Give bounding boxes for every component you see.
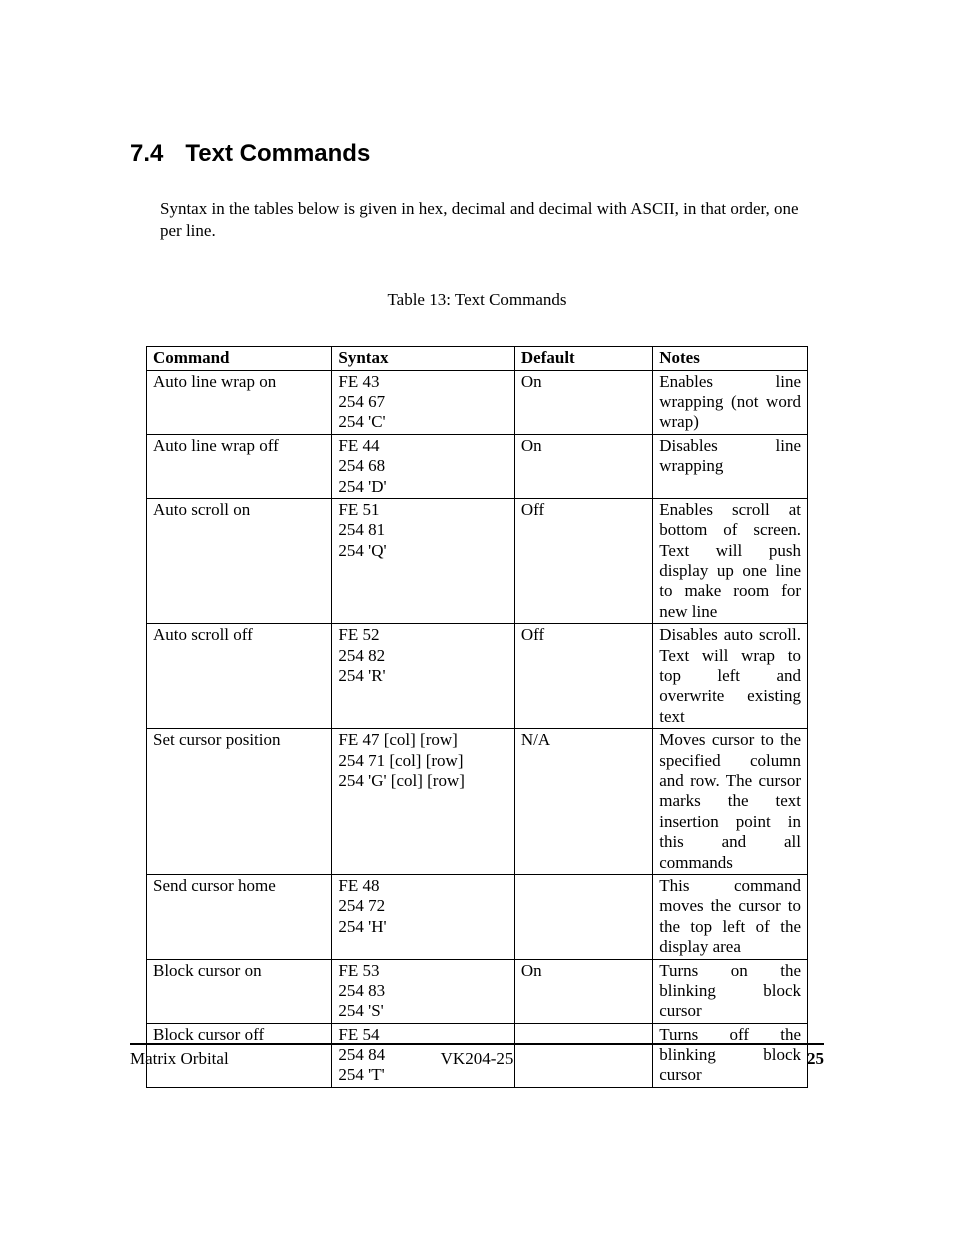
cell-command: Auto scroll on	[147, 498, 332, 623]
cell-default: On	[514, 370, 652, 434]
cell-notes: Enables scroll at bottom of screen. Text…	[653, 498, 808, 623]
cell-syntax: FE 53 254 83 254 'S'	[332, 959, 515, 1023]
cell-default: On	[514, 959, 652, 1023]
table-row: Auto scroll onFE 51 254 81 254 'Q'OffEna…	[147, 498, 808, 623]
cell-notes: Enables line wrapping (not word wrap)	[653, 370, 808, 434]
table-body: Auto line wrap onFE 43 254 67 254 'C'OnE…	[147, 370, 808, 1087]
table-row: Set cursor positionFE 47 [col] [row] 254…	[147, 729, 808, 875]
cell-command: Auto line wrap off	[147, 434, 332, 498]
cell-syntax: FE 48 254 72 254 'H'	[332, 874, 515, 959]
intro-paragraph: Syntax in the tables below is given in h…	[160, 198, 824, 242]
footer-right: 25	[807, 1049, 824, 1069]
cell-default: N/A	[514, 729, 652, 875]
table-row: Auto line wrap offFE 44 254 68 254 'D'On…	[147, 434, 808, 498]
col-header-default: Default	[514, 347, 652, 370]
table-row: Auto scroll offFE 52 254 82 254 'R'OffDi…	[147, 624, 808, 729]
page: 7.4 Text Commands Syntax in the tables be…	[0, 0, 954, 1235]
cell-command: Auto scroll off	[147, 624, 332, 729]
cell-default	[514, 874, 652, 959]
cell-syntax: FE 43 254 67 254 'C'	[332, 370, 515, 434]
footer-rule	[130, 1043, 824, 1045]
col-header-command: Command	[147, 347, 332, 370]
cell-syntax: FE 44 254 68 254 'D'	[332, 434, 515, 498]
col-header-syntax: Syntax	[332, 347, 515, 370]
cell-default: Off	[514, 624, 652, 729]
cell-syntax: FE 47 [col] [row] 254 71 [col] [row] 254…	[332, 729, 515, 875]
col-header-notes: Notes	[653, 347, 808, 370]
cell-notes: Disables line wrapping	[653, 434, 808, 498]
cell-command: Auto line wrap on	[147, 370, 332, 434]
cell-default: On	[514, 434, 652, 498]
text-commands-table: Command Syntax Default Notes Auto line w…	[146, 346, 808, 1088]
footer-left: Matrix Orbital	[130, 1049, 229, 1069]
section-title: Text Commands	[185, 140, 370, 167]
cell-notes: Turns on the blinking block cursor	[653, 959, 808, 1023]
table-row: Auto line wrap onFE 43 254 67 254 'C'OnE…	[147, 370, 808, 434]
cell-syntax: FE 52 254 82 254 'R'	[332, 624, 515, 729]
page-footer: Matrix Orbital VK204-25 25	[130, 1049, 824, 1069]
section-number: 7.4	[130, 140, 163, 168]
table-row: Send cursor homeFE 48 254 72 254 'H' This…	[147, 874, 808, 959]
section-heading: 7.4 Text Commands	[130, 140, 824, 168]
cell-default: Off	[514, 498, 652, 623]
cell-notes: Disables auto scroll. Text will wrap to …	[653, 624, 808, 729]
cell-command: Send cursor home	[147, 874, 332, 959]
table-caption: Table 13: Text Commands	[130, 290, 824, 310]
table-row: Block cursor onFE 53 254 83 254 'S'OnTur…	[147, 959, 808, 1023]
table-header-row: Command Syntax Default Notes	[147, 347, 808, 370]
cell-notes: This command moves the cursor to the top…	[653, 874, 808, 959]
cell-notes: Moves cursor to the specified column and…	[653, 729, 808, 875]
footer-center: VK204-25	[130, 1049, 824, 1069]
cell-syntax: FE 51 254 81 254 'Q'	[332, 498, 515, 623]
cell-command: Block cursor on	[147, 959, 332, 1023]
cell-command: Set cursor position	[147, 729, 332, 875]
